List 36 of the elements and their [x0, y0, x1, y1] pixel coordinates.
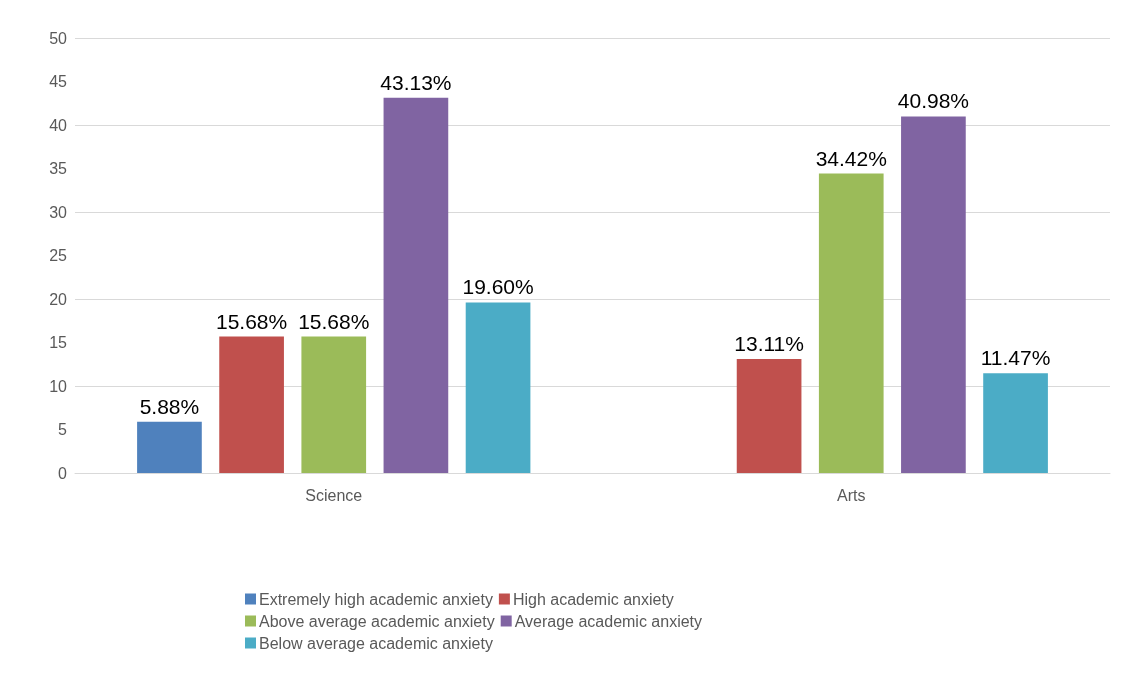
bar [383, 97, 449, 473]
data-label: 19.60% [462, 275, 534, 299]
data-label: 5.88% [139, 394, 200, 418]
bar [818, 173, 884, 473]
data-label: 11.47% [980, 346, 1051, 370]
bar [983, 373, 1048, 473]
y-tick-label: 10 [49, 377, 68, 395]
bar [219, 336, 284, 473]
legend-label: Above average academic anxiety [259, 612, 495, 630]
data-label: 13.11% [734, 331, 804, 355]
legend-label: Average academic anxiety [514, 612, 703, 630]
y-tick-label: 25 [49, 247, 68, 264]
y-tick-label: 30 [49, 203, 68, 221]
bar [465, 302, 531, 473]
data-label: 34.42% [815, 146, 887, 170]
y-tick-label: 50 [49, 29, 68, 47]
y-tick-label: 15 [49, 334, 68, 351]
data-label: 43.13% [380, 70, 452, 94]
bar [736, 358, 802, 473]
y-tick-label: 5 [58, 421, 68, 438]
data-label: 15.68% [215, 309, 288, 333]
legend-label: High academic anxiety [512, 590, 674, 608]
y-tick-label: 40 [49, 116, 68, 134]
data-label: 40.98% [897, 89, 970, 113]
y-tick-label: 20 [49, 290, 68, 308]
legend-label: Below average academic anxiety [259, 634, 493, 652]
bar [301, 336, 367, 473]
x-tick-label: Arts [837, 486, 866, 504]
y-tick-label: 0 [58, 464, 68, 482]
y-tick-label: 35 [49, 160, 68, 177]
y-tick-label: 45 [49, 73, 68, 90]
data-label: 15.68% [298, 309, 370, 333]
bar [137, 421, 202, 473]
legend-label: Extremely high academic anxiety [259, 590, 493, 608]
bar [901, 116, 966, 473]
x-tick-label: Science [305, 486, 363, 504]
